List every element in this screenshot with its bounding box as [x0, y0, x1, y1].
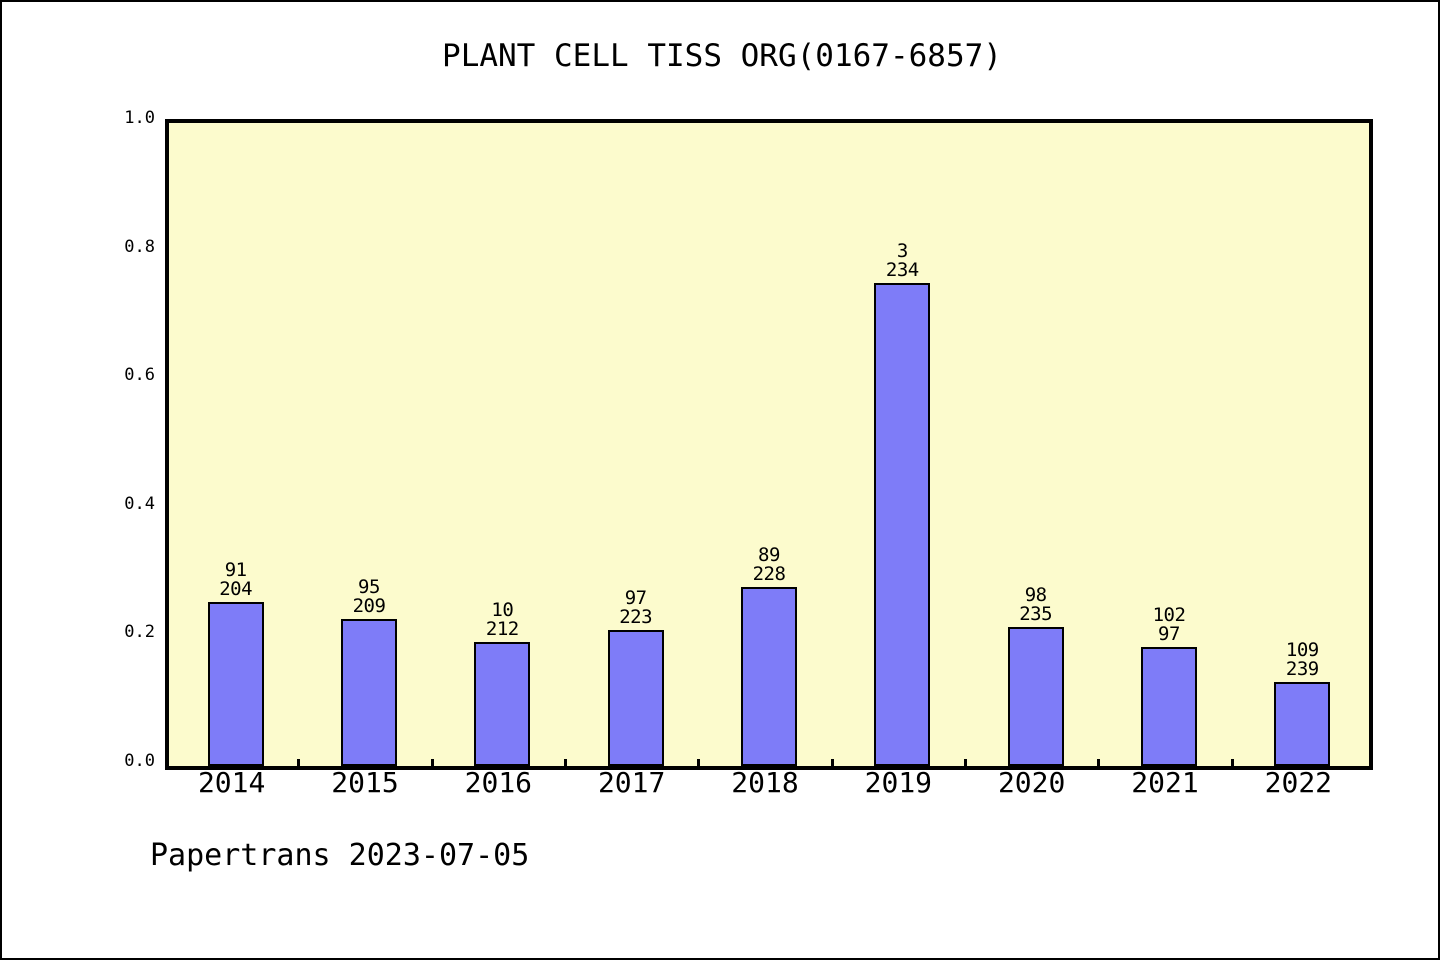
x-tick-label-2020: 2020 — [997, 766, 1066, 799]
bar-annotation-rank: 3 — [896, 240, 908, 263]
x-tick-mark — [964, 759, 967, 770]
bar-2022[interactable] — [1274, 681, 1331, 766]
bar-2021[interactable] — [1141, 647, 1197, 766]
bar-annotation-rank: 89 — [758, 543, 780, 566]
bar-annotation-total: 223 — [619, 606, 653, 629]
bar-annotation-rank: 109 — [1285, 638, 1319, 661]
bar-2017[interactable] — [607, 630, 664, 766]
bar-annotation-rank: 10 — [491, 598, 514, 621]
x-tick-label-2015: 2015 — [331, 766, 399, 799]
bar-2019[interactable] — [874, 283, 931, 766]
y-tick-label: 0.0 — [124, 751, 155, 771]
x-tick-label-2019: 2019 — [864, 766, 933, 799]
bar-annotation: 3 234 — [846, 242, 958, 280]
bar-annotation-total: 209 — [352, 595, 386, 618]
bar-annotation: 89 228 — [713, 543, 825, 585]
x-tick-mark — [697, 759, 701, 770]
y-tick-label: 0.6 — [124, 365, 155, 386]
bar-annotation-total: 204 — [219, 578, 253, 601]
x-tick-mark — [1097, 759, 1101, 770]
bar-annotation: 95 209 — [313, 578, 425, 616]
bar-annotation-total: 235 — [1019, 603, 1053, 626]
bar-annotation: 97 223 — [580, 589, 692, 627]
y-tick-label: 1.0 — [124, 108, 155, 128]
bar-annotation-total: 97 — [1158, 623, 1180, 646]
bar-annotation-rank: 95 — [358, 576, 380, 599]
x-tick-label-2022: 2022 — [1264, 766, 1333, 799]
x-tick-label-2016: 2016 — [464, 766, 533, 799]
plot-area: 91 204 95 209 10 212 97 223 89 228 3 234 98 235 102 97 1… — [165, 119, 1373, 770]
bar-annotation-total: 212 — [485, 617, 519, 640]
bar-annotation: 109 239 — [1246, 638, 1358, 680]
bar-2015[interactable] — [341, 619, 397, 766]
bar-annotation-rank: 97 — [624, 587, 647, 610]
x-tick-mark — [830, 759, 834, 770]
bar-annotation-total: 234 — [885, 259, 919, 282]
x-tick-mark — [297, 759, 301, 770]
y-tick-label: 0.2 — [124, 622, 155, 643]
bar-annotation-rank: 98 — [1024, 584, 1047, 607]
x-tick-mark — [430, 759, 434, 770]
bar-2018[interactable] — [741, 586, 797, 766]
footer-note: Papertrans 2023-07-05 — [150, 838, 530, 873]
x-tick-label-2014: 2014 — [197, 766, 266, 799]
x-tick-label-2018: 2018 — [731, 766, 799, 799]
bar-annotation-rank: 102 — [1152, 604, 1186, 627]
bar-2020[interactable] — [1007, 627, 1064, 766]
y-tick-label: 0.4 — [124, 493, 155, 514]
bar-annotation: 98 235 — [980, 586, 1092, 624]
x-tick-mark — [1230, 759, 1234, 770]
bar-annotation: 91 204 — [180, 561, 292, 599]
bar-2014[interactable] — [207, 602, 264, 766]
x-tick-label-2021: 2021 — [1131, 766, 1199, 799]
bar-annotation: 10 212 — [446, 598, 558, 640]
x-tick-label-2017: 2017 — [597, 766, 666, 799]
bar-annotation-total: 239 — [1285, 657, 1319, 680]
x-tick-mark — [564, 759, 567, 770]
bar-annotation: 102 97 — [1113, 606, 1225, 644]
bar-annotation-total: 228 — [752, 562, 786, 585]
bar-2016[interactable] — [474, 641, 531, 766]
bar-annotation-rank: 91 — [224, 559, 247, 582]
chart-title: PLANT CELL TISS ORG(0167-6857) — [442, 38, 1002, 74]
bars-container: 91 204 95 209 10 212 97 223 89 228 3 234 98 235 102 97 1… — [169, 123, 1369, 766]
y-tick-label: 0.8 — [124, 236, 155, 257]
